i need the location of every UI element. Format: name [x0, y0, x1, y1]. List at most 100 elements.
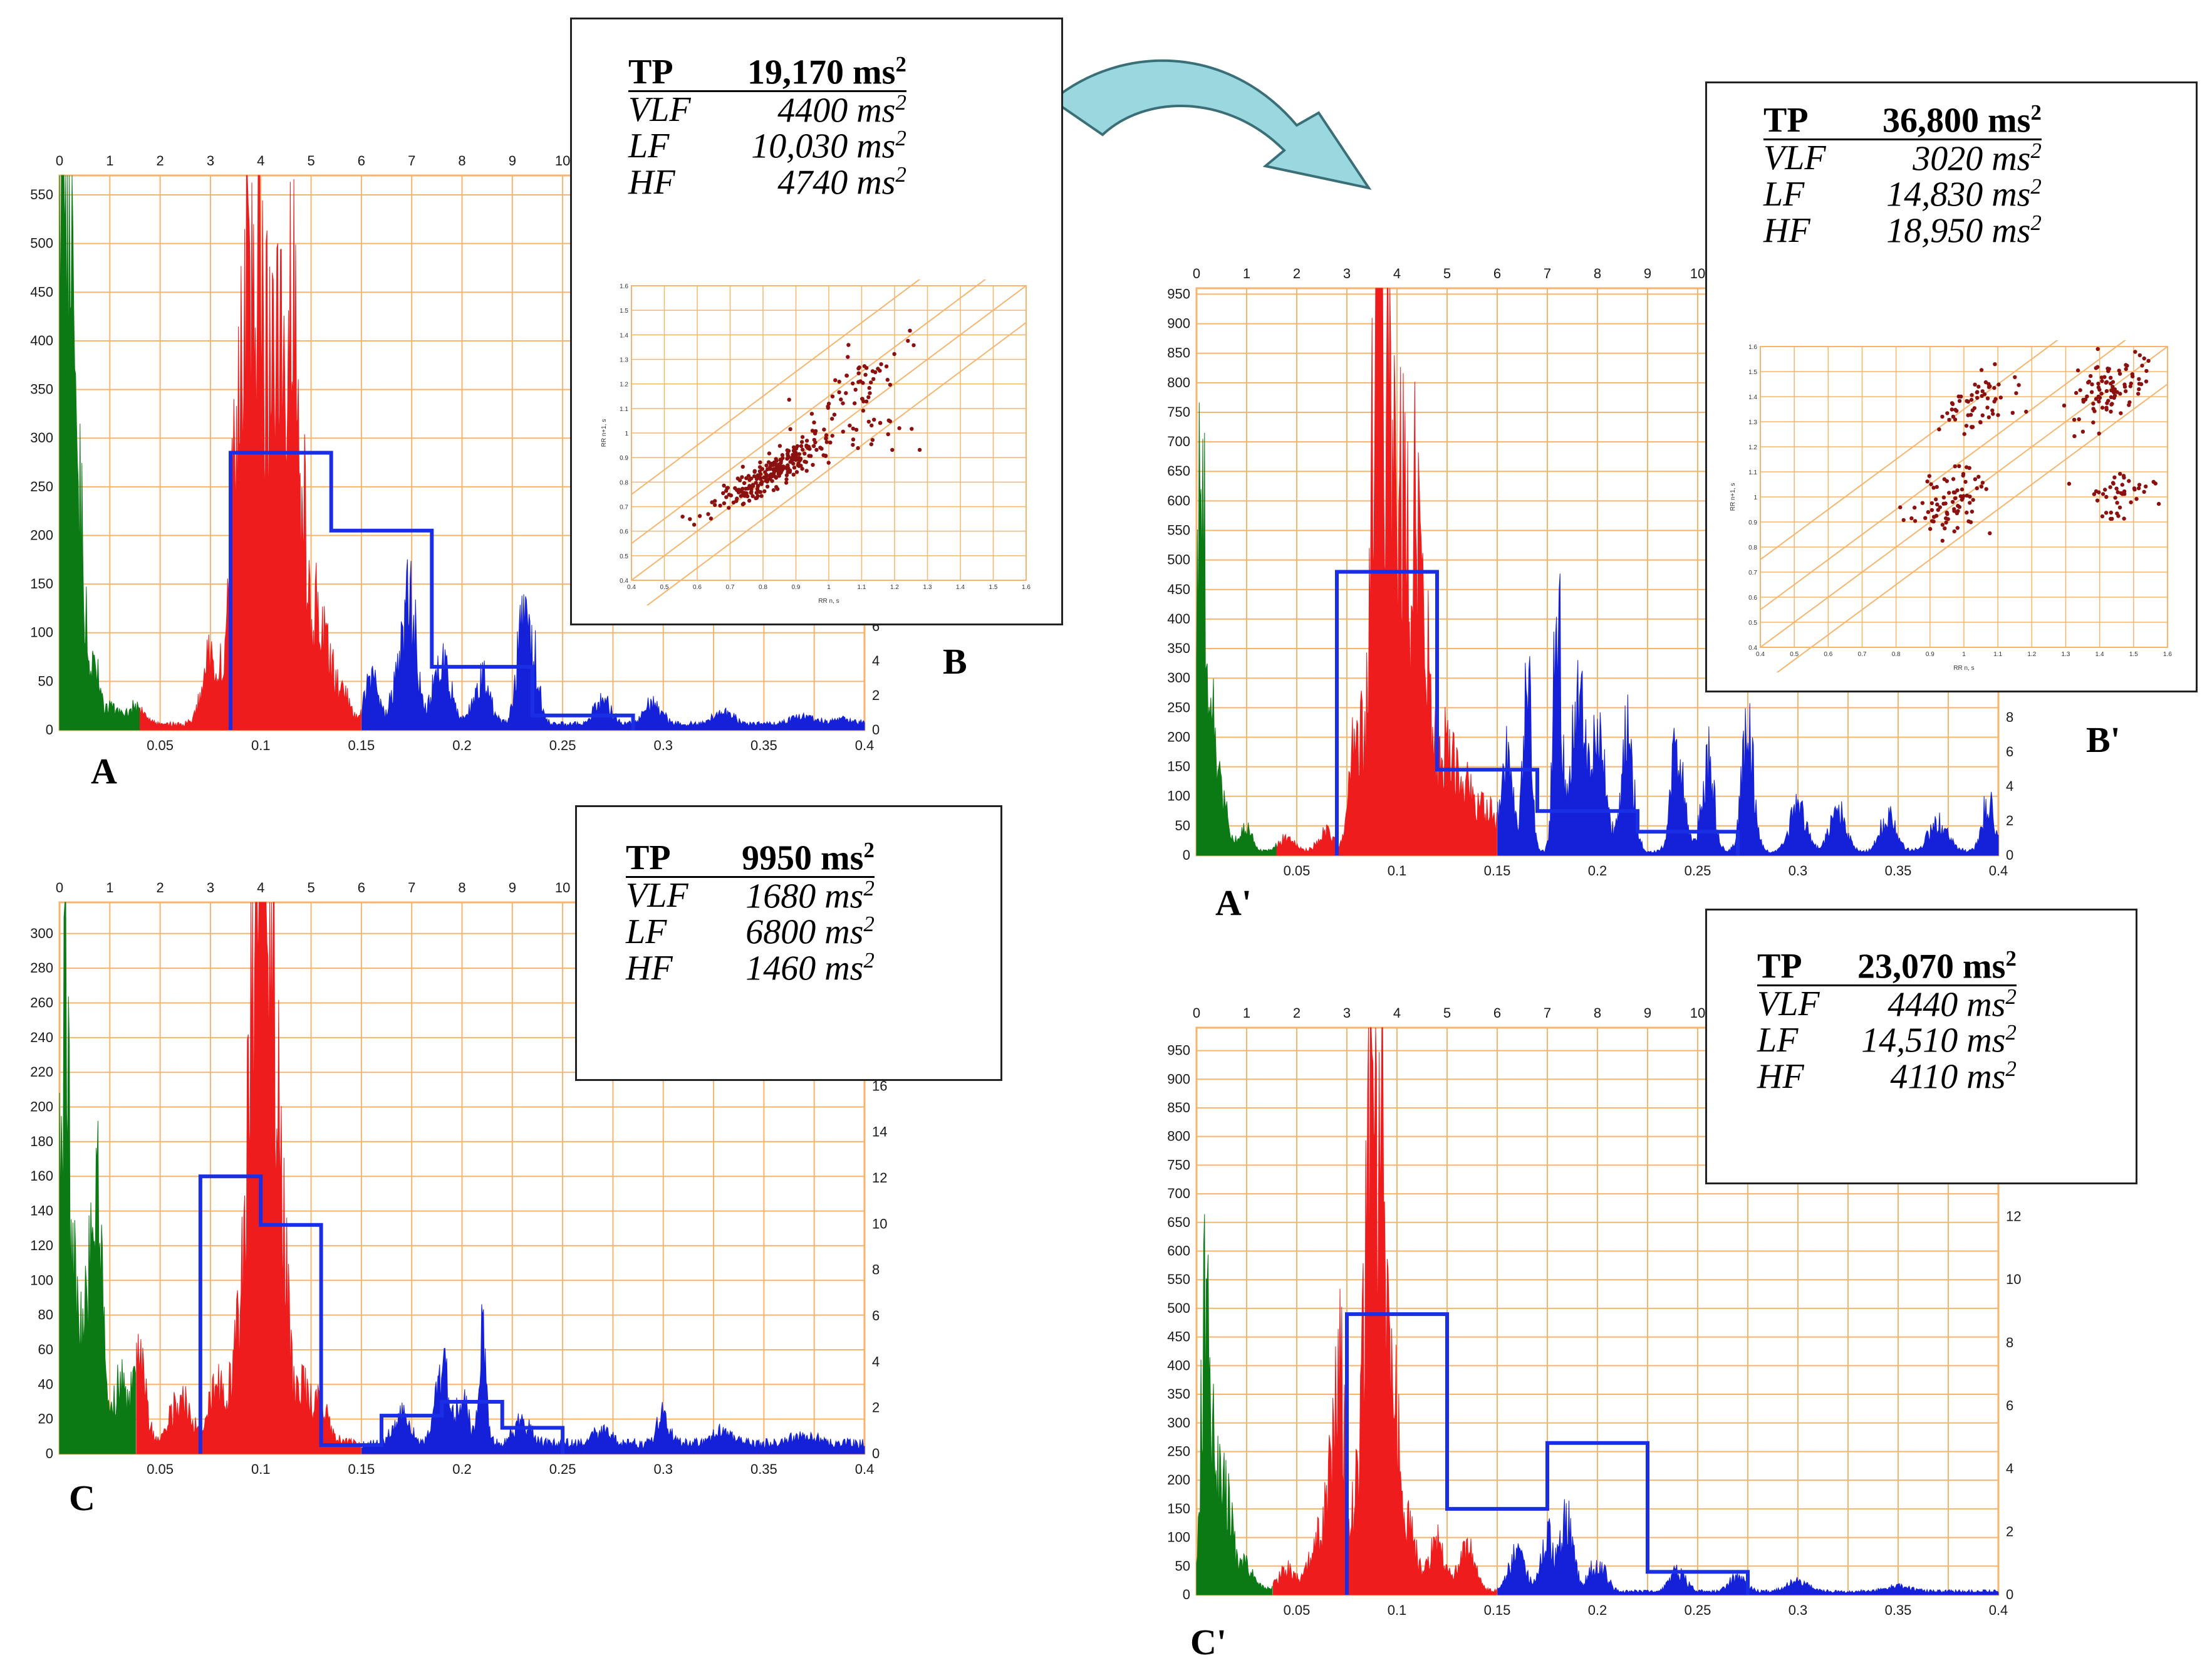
scatter-point [776, 469, 781, 474]
scatter-point [890, 447, 895, 452]
top-tick-label: 4 [1393, 266, 1401, 281]
vlf-value: 3020 ms [1913, 139, 2031, 179]
scatter-point [1968, 494, 1972, 499]
scatter-point [1955, 526, 1960, 530]
right-tick-label: 0 [872, 1446, 880, 1461]
scatter-y-tick: 0.4 [1748, 645, 1757, 652]
top-tick-label: 6 [1493, 1005, 1501, 1021]
y-tick-label: 20 [38, 1411, 53, 1427]
scatter-point [2013, 375, 2017, 380]
y-tick-label: 100 [30, 625, 53, 640]
scatter-point [830, 434, 834, 438]
scatter-point [1923, 516, 1928, 520]
y-tick-label: 850 [1167, 345, 1190, 361]
scatter-point [776, 462, 781, 467]
scatter-point [740, 486, 745, 491]
scatter-point [841, 429, 845, 434]
top-tick-label: 3 [1343, 1005, 1351, 1021]
scatter-point [2072, 434, 2077, 439]
tp-value: 9950 ms [742, 838, 864, 878]
scatter-point [754, 481, 758, 485]
scatter-point [804, 439, 809, 443]
scatter-point [2111, 380, 2116, 384]
scatter-point [1945, 512, 1950, 516]
right-tick-label: 6 [2006, 744, 2013, 759]
scatter-point [721, 491, 725, 496]
scatter-point [1940, 523, 1945, 527]
y-tick-label: 350 [1167, 640, 1190, 656]
top-tick-label: 10 [1690, 266, 1705, 281]
scatter-point [724, 489, 729, 493]
scatter-point [680, 514, 685, 519]
scatter-point [2078, 388, 2082, 392]
scatter-y-tick: 0.7 [620, 504, 628, 511]
scatter-point [1941, 495, 1946, 499]
x-tick-label: 0.25 [1685, 863, 1711, 879]
scatter-y-tick: 0.7 [1748, 570, 1757, 577]
scatter-point [857, 365, 861, 370]
scatter-point [851, 426, 855, 431]
scatter-point [833, 378, 838, 382]
scatter-point [2072, 417, 2077, 422]
scatter-y-tick: 0.5 [1748, 620, 1757, 627]
y-tick-label: 50 [38, 673, 53, 689]
stats-table-c-prime: TP 23,070 ms2 VLF 4440 ms2 LF 14,510 ms2 HF… [1757, 946, 2017, 1097]
scatter-point [839, 397, 843, 402]
scatter-point [2097, 490, 2101, 494]
scatter-point [2017, 383, 2021, 387]
x-tick-label: 0.4 [1989, 1602, 2008, 1618]
y-tick-label: 200 [30, 527, 53, 543]
scatter-point [2010, 410, 2015, 415]
x-tick-label: 0.25 [549, 1461, 576, 1477]
y-tick-label: 250 [30, 479, 53, 494]
scatter-point [811, 462, 815, 467]
scatter-point [755, 487, 760, 491]
hf-label: HF [626, 948, 673, 988]
scatter-point [2111, 481, 2116, 485]
scatter-point [1975, 395, 1980, 400]
scatter-point [780, 453, 785, 457]
scatter-point [856, 446, 860, 451]
top-tick-label: 0 [1193, 266, 1200, 281]
scatter-point [759, 482, 764, 486]
scatter-point [2108, 485, 2112, 489]
y-tick-label: 400 [1167, 1357, 1190, 1373]
scatter-point [777, 474, 781, 478]
y-tick-label: 180 [30, 1134, 53, 1149]
x-tick-label: 0.35 [750, 738, 777, 753]
scatter-point [2122, 382, 2127, 387]
tp-value: 23,070 ms [1857, 947, 2006, 986]
scatter-point [2089, 390, 2094, 394]
y-tick-label: 450 [1167, 1329, 1190, 1345]
scatter-point [749, 476, 754, 481]
scatter-point [2090, 382, 2094, 387]
scatter-point [2127, 400, 2132, 405]
scatter-point [757, 465, 762, 469]
scatter-x-label: RR n, s [818, 598, 839, 605]
scatter-point [1962, 432, 1966, 436]
top-tick-label: 8 [458, 880, 465, 895]
scatter-point [788, 427, 792, 431]
hf-band-area [361, 559, 865, 731]
scatter-point [2112, 475, 2117, 479]
y-tick-label: 100 [30, 1272, 53, 1288]
top-tick-label: 9 [1644, 266, 1651, 281]
right-tick-label: 8 [2006, 1335, 2013, 1350]
hf-value: 18,950 ms [1886, 211, 2031, 251]
scatter-point [1950, 407, 1954, 412]
scatter-point [706, 512, 710, 516]
stats-table-b-prime: TP 36,800 ms2 VLF 3020 ms2 LF 14,830 ms2 HF… [1763, 100, 2042, 251]
panel-label-c: C [69, 1478, 95, 1518]
scatter-point [1996, 413, 2000, 417]
scatter-point [2139, 382, 2144, 387]
scatter-point [824, 440, 829, 444]
scatter-x-tick: 0.8 [759, 584, 767, 591]
scatter-point [830, 417, 834, 421]
scatter-point [860, 397, 865, 401]
scatter-point [826, 461, 831, 465]
y-tick-label: 300 [30, 926, 53, 941]
right-tick-label: 2 [872, 687, 880, 703]
top-tick-label: 2 [157, 880, 164, 895]
vlf-label: VLF [626, 876, 688, 916]
x-tick-label: 0.1 [251, 738, 271, 753]
